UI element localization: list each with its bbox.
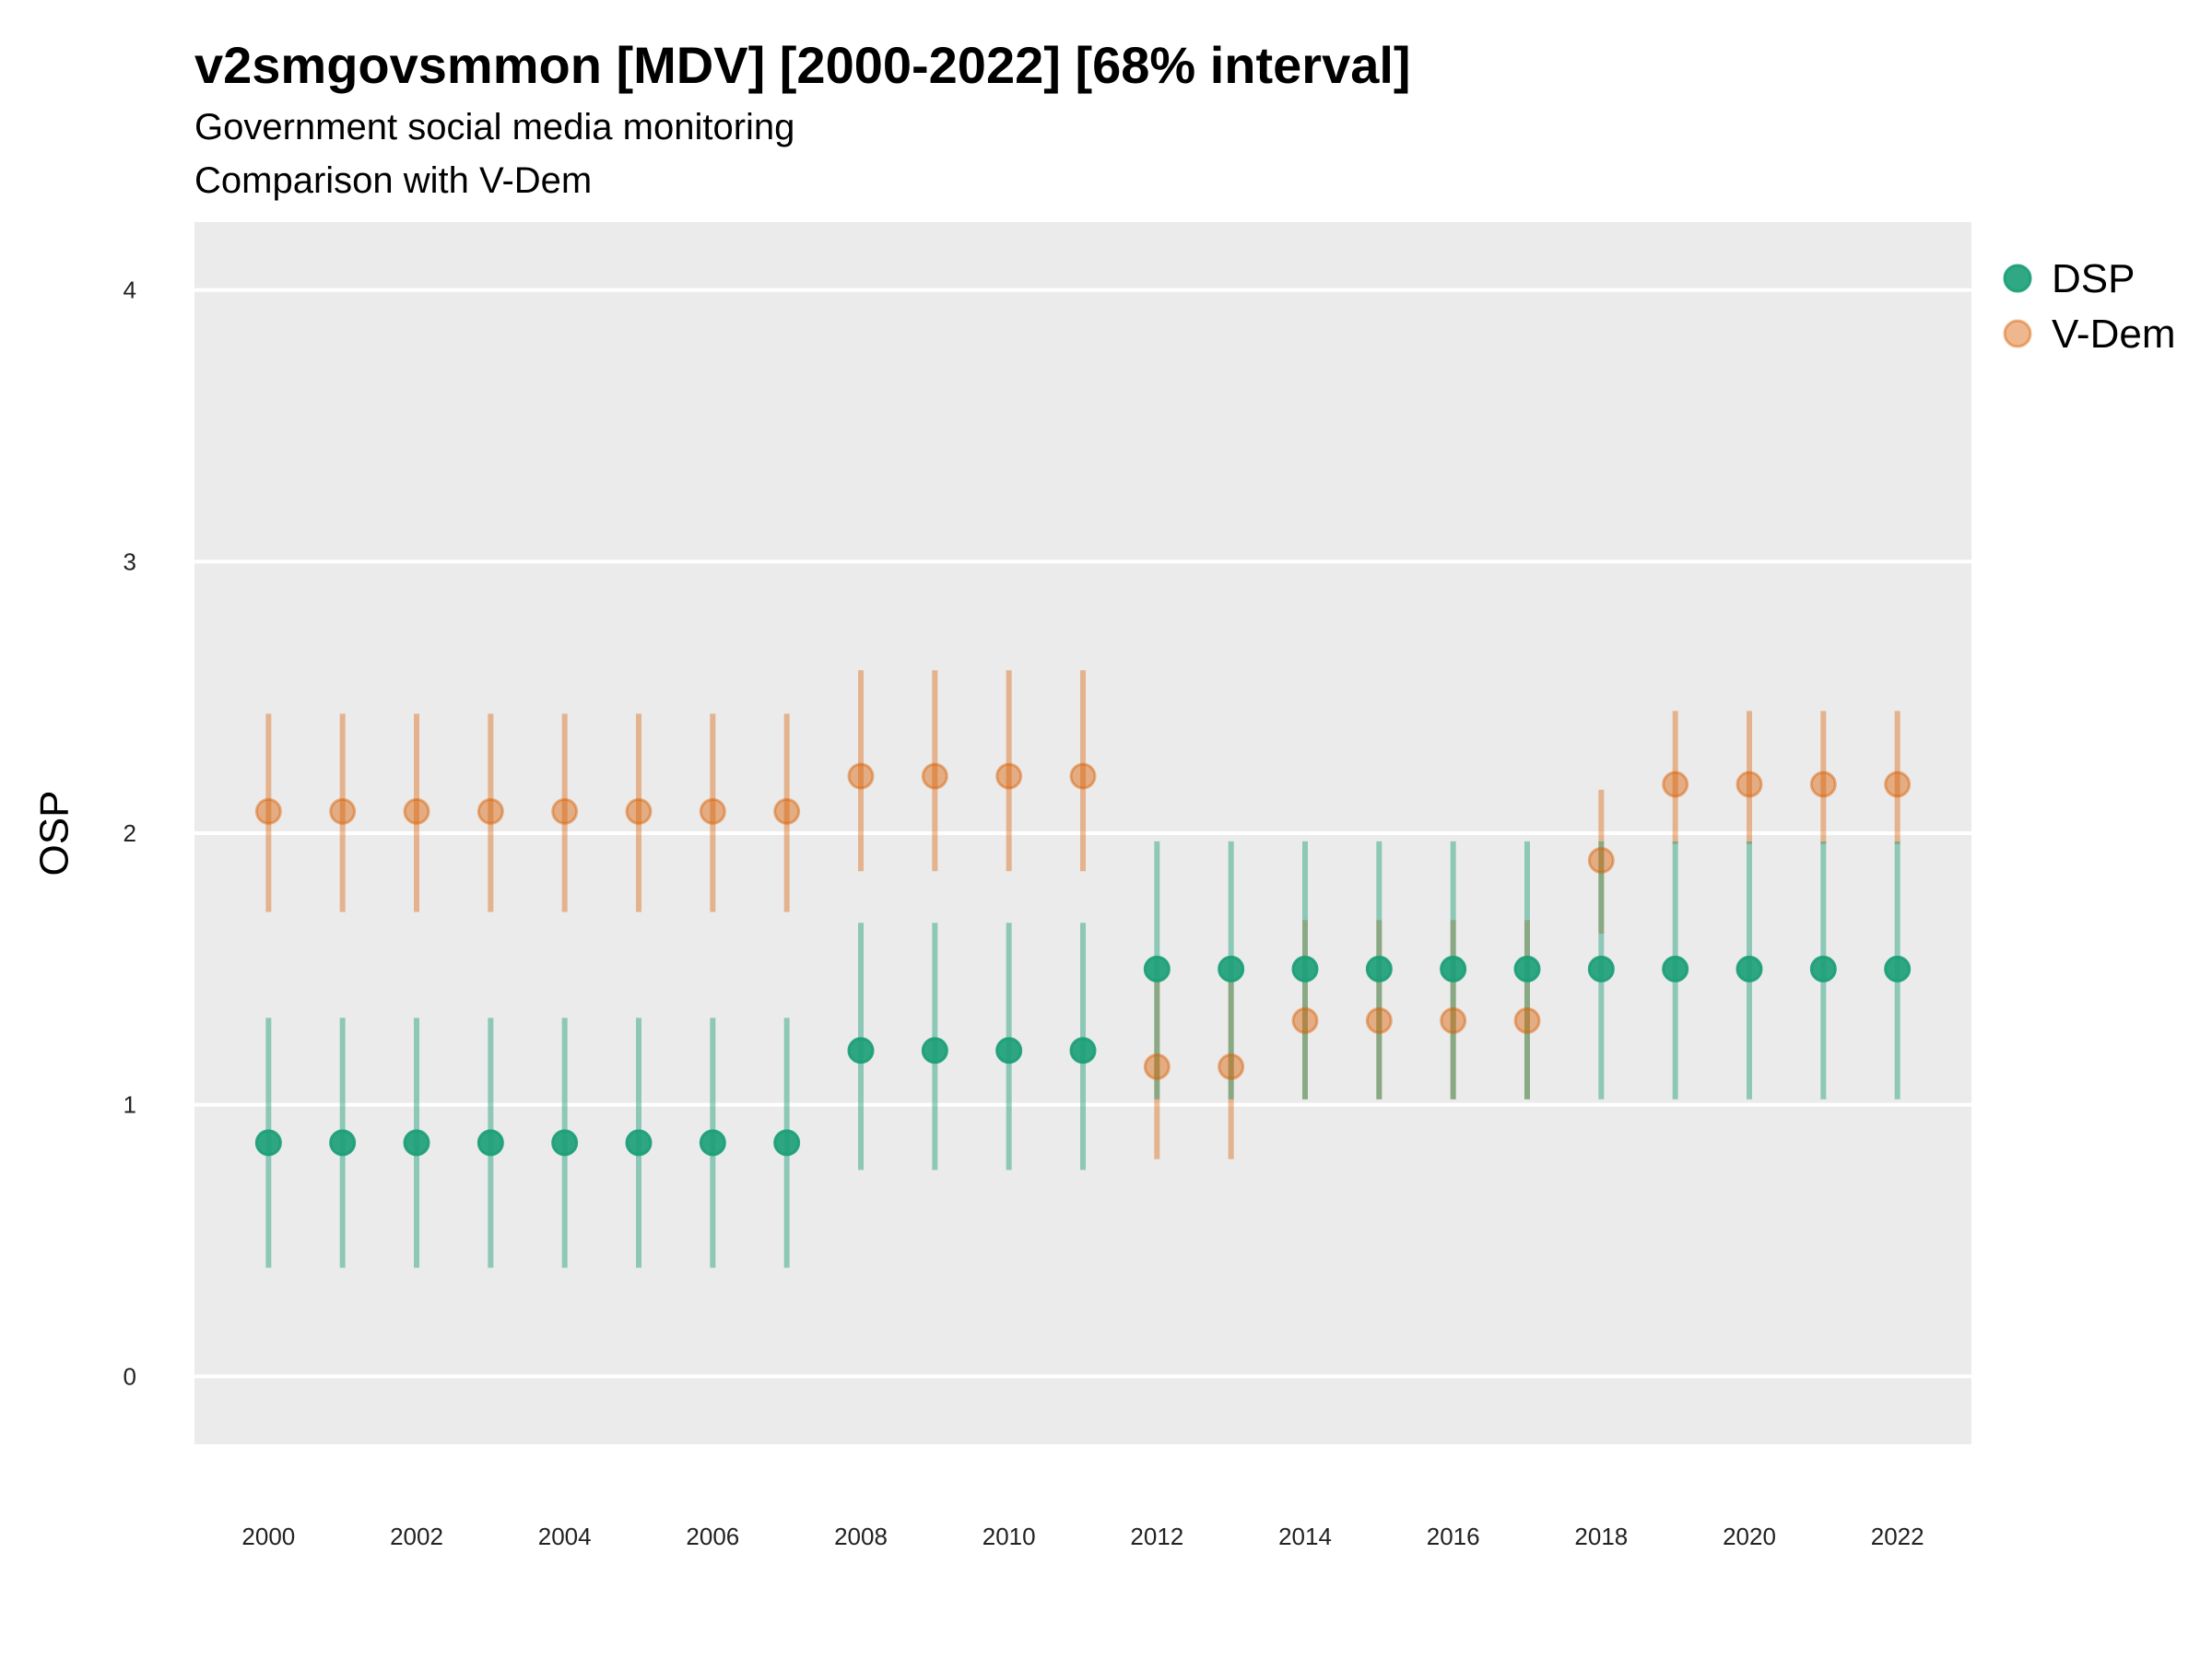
y-axis-title: OSP	[32, 791, 77, 877]
x-tick-label: 2016	[1427, 1523, 1480, 1550]
dsp-point	[1069, 1037, 1097, 1065]
x-tick-label: 2018	[1574, 1523, 1628, 1550]
dsp-point	[1218, 955, 1245, 982]
dsp-point	[921, 1037, 948, 1065]
dsp-point	[403, 1129, 430, 1157]
v-dem-point	[699, 797, 726, 825]
v-dem-point	[1069, 762, 1097, 790]
legend-label-v-dem: V-Dem	[2052, 312, 2175, 357]
dsp-point	[1735, 955, 1763, 982]
x-tick-label: 2020	[1723, 1523, 1776, 1550]
v-dem-point	[403, 797, 430, 825]
chart-title: v2smgovsmmon [MDV] [2000-2022] [68% inte…	[194, 36, 1411, 94]
v-dem-point	[1513, 1006, 1541, 1034]
dsp-point	[699, 1129, 726, 1157]
dsp-point	[1809, 955, 1837, 982]
y-tick-label: 2	[124, 819, 136, 847]
y-tick-label: 3	[124, 547, 136, 575]
v-dem-point	[329, 797, 357, 825]
dsp-point	[254, 1129, 282, 1157]
dsp-point	[995, 1037, 1023, 1065]
dsp-point	[625, 1129, 653, 1157]
v-dem-point	[1143, 1053, 1171, 1080]
legend: DSP V-Dem	[2003, 256, 2175, 357]
dsp-point	[551, 1129, 579, 1157]
dsp-point	[1662, 955, 1689, 982]
v-dem-point	[477, 797, 504, 825]
v-dem-point	[551, 797, 579, 825]
dsp-point	[1365, 955, 1393, 982]
v-dem-point	[773, 797, 801, 825]
v-dem-point	[1365, 1006, 1393, 1034]
x-tick-label: 2002	[390, 1523, 443, 1550]
v-dem-point	[1218, 1053, 1245, 1080]
dsp-point	[1587, 955, 1615, 982]
v-dem-point	[1809, 771, 1837, 798]
v-dem-point	[847, 762, 875, 790]
legend-key-dsp	[2003, 264, 2032, 293]
dsp-point	[1884, 955, 1912, 982]
dsp-point	[329, 1129, 357, 1157]
v-dem-point	[1291, 1006, 1319, 1034]
v-dem-point	[625, 797, 653, 825]
v-dem-point	[1440, 1006, 1467, 1034]
legend-key-v-dem	[2003, 319, 2032, 348]
x-tick-label: 2012	[1130, 1523, 1183, 1550]
v-dem-point	[1884, 771, 1912, 798]
x-tick-label: 2004	[538, 1523, 592, 1550]
v-dem-point	[254, 797, 282, 825]
v-dem-point	[1735, 771, 1763, 798]
dsp-point	[1291, 955, 1319, 982]
y-tick-label: 1	[124, 1091, 136, 1119]
dsp-point	[1440, 955, 1467, 982]
v-dem-point	[1587, 846, 1615, 874]
x-tick-label: 2010	[982, 1523, 1036, 1550]
y-tick-label: 0	[124, 1362, 136, 1390]
dsp-point	[1143, 955, 1171, 982]
x-tick-label: 2022	[1871, 1523, 1924, 1550]
x-tick-label: 2008	[834, 1523, 888, 1550]
v-dem-point	[921, 762, 948, 790]
dsp-point	[477, 1129, 504, 1157]
chart-caption: Comparison with V-Dem	[194, 160, 593, 201]
dsp-point	[847, 1037, 875, 1065]
dsp-point	[773, 1129, 801, 1157]
v-dem-point	[1662, 771, 1689, 798]
legend-label-dsp: DSP	[2052, 256, 2135, 301]
x-tick-label: 2006	[686, 1523, 739, 1550]
chart-subtitle: Government social media monitoring	[194, 107, 795, 147]
y-tick-label: 4	[124, 276, 136, 304]
x-tick-label: 2014	[1278, 1523, 1332, 1550]
v-dem-point	[995, 762, 1023, 790]
x-tick-label: 2000	[241, 1523, 295, 1550]
dsp-point	[1513, 955, 1541, 982]
